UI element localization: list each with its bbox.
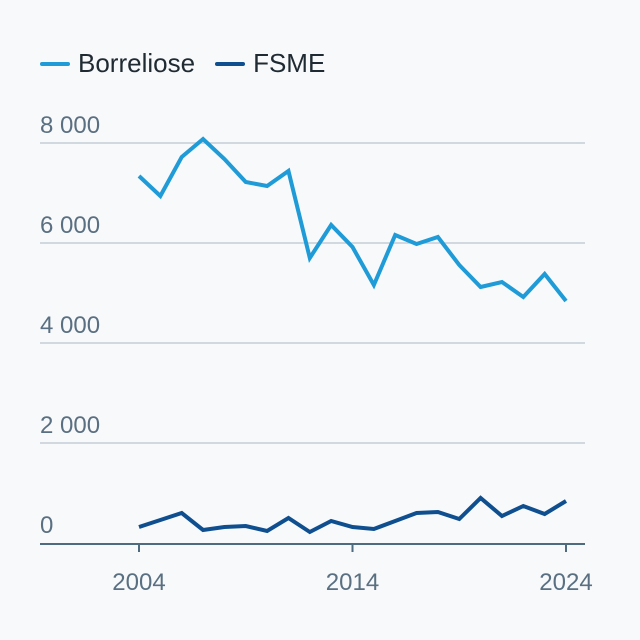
x-tick-label: 2004 xyxy=(112,569,165,596)
legend-item-fsme: FSME xyxy=(215,48,325,79)
y-tick-label: 2 000 xyxy=(40,412,100,439)
legend-swatch-borreliose xyxy=(40,61,70,66)
y-tick-label: 4 000 xyxy=(40,312,100,339)
y-tick-label: 0 xyxy=(40,512,53,539)
legend-item-borreliose: Borreliose xyxy=(40,48,195,79)
legend-label-borreliose: Borreliose xyxy=(78,48,196,78)
x-tick-label: 2024 xyxy=(539,569,592,596)
x-tick-label: 2014 xyxy=(326,569,379,596)
legend: Borreliose FSME xyxy=(40,48,325,79)
y-tick-label: 8 000 xyxy=(40,112,100,139)
y-tick-label: 6 000 xyxy=(40,212,100,239)
series-line-borreliose xyxy=(137,136,568,303)
series-line-fsme xyxy=(138,495,568,535)
legend-swatch-fsme xyxy=(215,61,246,66)
legend-label-fsme: FSME xyxy=(253,48,326,78)
